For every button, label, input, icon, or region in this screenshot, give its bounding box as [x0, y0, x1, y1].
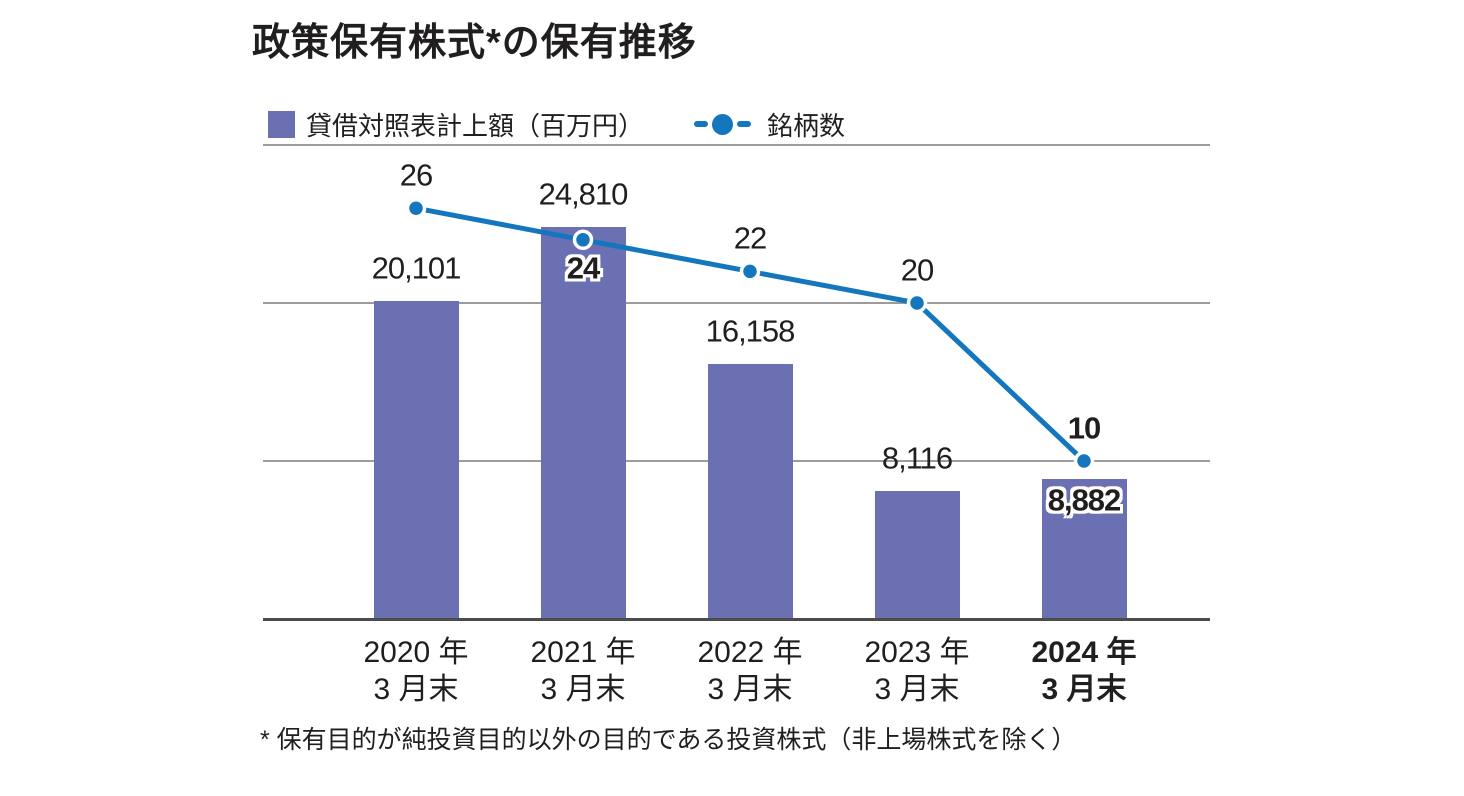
x-tick-label: 2024 年 3 月末 [1031, 634, 1136, 708]
x-tick-month: 3 月末 [1041, 673, 1127, 706]
line-value-label: 20 [900, 252, 934, 288]
bar-series-swatch-icon [268, 110, 295, 138]
footnote: * 保有目的が純投資目的以外の目的である投資株式（非上場株式を除く） [260, 726, 1077, 754]
line-series-marker-icon [694, 113, 752, 135]
legend-dash-icon [737, 121, 752, 127]
bar-2023年 [874, 490, 960, 619]
line-point [405, 197, 427, 219]
x-tick-year: 2020 年 [363, 636, 469, 669]
gridline [263, 144, 1210, 146]
legend-dot-icon [712, 113, 734, 135]
x-tick-month: 3 月末 [707, 673, 793, 706]
x-tick-year: 2023 年 [864, 636, 970, 669]
x-tick-label: 2022 年 3 月末 [697, 634, 802, 708]
chart-title: 政策保有株式*の保有推移 [252, 22, 697, 64]
line-value-label: 26 [399, 157, 433, 193]
line-value-label: 10 [1067, 410, 1101, 446]
bar-2024年 [1041, 478, 1127, 619]
legend-dash-icon [694, 121, 709, 127]
bar-2021年 [540, 227, 626, 619]
bar-series-legend-label: 貸借対照表計上額（百万円） [306, 110, 645, 141]
bar-value-label: 16,158 [705, 313, 796, 349]
x-tick-year: 2024 年 [1031, 636, 1137, 669]
x-tick-month: 3 月末 [540, 673, 626, 706]
x-tick-label: 2021 年 3 月末 [530, 634, 635, 708]
x-tick-year: 2022 年 [697, 636, 803, 669]
bar-value-label: 8,116 [881, 440, 953, 476]
line-value-label: 24 [566, 250, 600, 286]
bar-value-label: 24,810 [538, 176, 629, 212]
x-tick-month: 3 月末 [373, 673, 459, 706]
bar-2022年 [707, 363, 793, 619]
x-tick-label: 2020 年 3 月末 [363, 634, 468, 708]
line-point [739, 261, 761, 282]
x-tick-year: 2021 年 [530, 636, 636, 669]
legend: 貸借対照表計上額（百万円） 銘柄数 [268, 108, 846, 141]
x-tick-month: 3 月末 [874, 673, 960, 706]
bar-value-label: 8,882 [1047, 482, 1122, 518]
bar-value-label: 20,101 [371, 250, 462, 286]
x-axis-line [263, 618, 1210, 621]
x-tick-label: 2023 年 3 月末 [864, 634, 969, 708]
bar-2020年 [373, 301, 459, 619]
line-series-legend-label: 銘柄数 [767, 110, 846, 141]
line-value-label: 22 [733, 220, 767, 256]
